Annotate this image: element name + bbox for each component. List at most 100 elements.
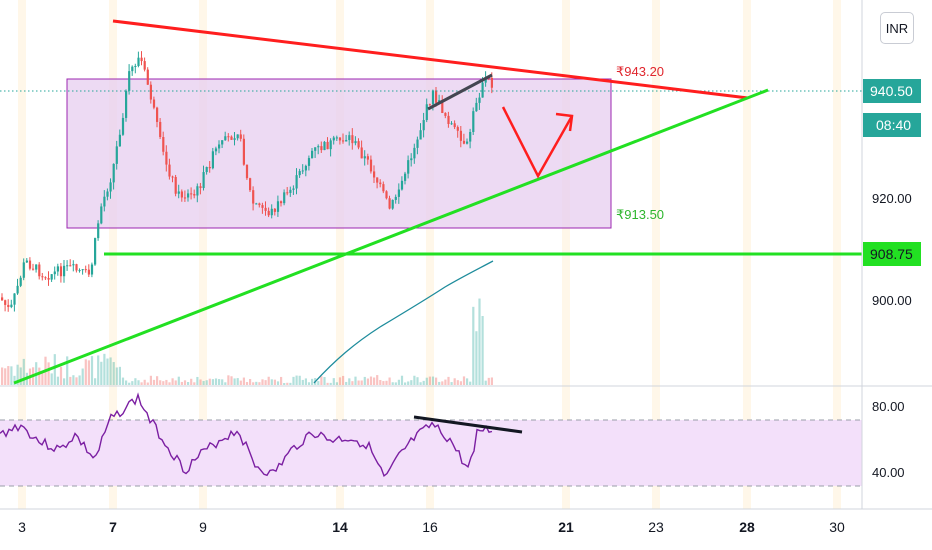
candle-body — [112, 163, 115, 183]
candle-body — [140, 57, 143, 62]
candle-body — [354, 141, 357, 144]
range-top-label: ₹943.20 — [616, 64, 664, 79]
candle-body — [348, 135, 351, 141]
ascending-support-trendline — [13, 88, 769, 385]
candle-body — [419, 130, 422, 140]
candle-body — [462, 140, 466, 144]
volume-bar — [94, 378, 97, 385]
volume-bar — [487, 377, 490, 385]
candle-body — [304, 165, 307, 171]
volume-bar — [103, 353, 106, 385]
volume-bar — [162, 381, 165, 385]
candle-body — [84, 269, 87, 271]
candle-body — [385, 191, 388, 199]
candle-body — [342, 140, 345, 142]
volume-bar — [255, 381, 258, 385]
candle-body — [444, 113, 447, 116]
volume-bar — [115, 367, 118, 385]
volume-bar — [230, 376, 233, 385]
candle-body — [428, 104, 431, 106]
candle-body — [53, 271, 56, 275]
volume-bar — [391, 382, 394, 385]
volume-bar — [338, 377, 342, 385]
candle-body — [183, 197, 187, 199]
candle-body — [280, 201, 283, 204]
candle-body — [66, 265, 69, 267]
volume-bar — [146, 382, 149, 385]
candle-body — [56, 266, 59, 272]
volume-bar — [239, 380, 242, 385]
candlesticks — [1, 51, 493, 312]
candle-body — [391, 199, 394, 209]
candle-body — [407, 160, 410, 174]
volume-bar — [413, 375, 416, 385]
candle-body — [41, 276, 44, 278]
volume-bar — [7, 366, 10, 385]
volume-bar — [137, 380, 140, 385]
date-tick: 9 — [199, 519, 207, 535]
candle-body — [221, 140, 224, 145]
candle-body — [369, 159, 373, 172]
candle-body — [459, 130, 462, 141]
last-price-tag: 940.50 — [870, 83, 913, 99]
price-tick-920: 920.00 — [872, 191, 912, 206]
volume-bar — [376, 375, 379, 385]
volume-bar — [134, 378, 137, 385]
volume-bar — [345, 381, 348, 385]
candle-body — [270, 208, 273, 216]
volume-bar — [332, 378, 335, 385]
candle-body — [16, 285, 19, 294]
volume-bar — [273, 379, 276, 385]
date-tick: 3 — [18, 519, 26, 535]
candle-body — [345, 140, 348, 142]
volume-bar — [475, 331, 478, 385]
projection-arrow — [501, 106, 574, 179]
volume-bar — [416, 377, 419, 385]
volume-bar — [10, 366, 13, 385]
countdown-tag-bg — [863, 113, 921, 137]
candle-body — [187, 193, 190, 198]
volume-bar — [75, 377, 78, 385]
date-tick: 21 — [558, 519, 574, 535]
candle-body — [317, 146, 320, 148]
candle-body — [121, 117, 125, 135]
candle-body — [118, 134, 121, 147]
volume-bar — [205, 380, 208, 385]
candle-body — [307, 158, 311, 166]
volume-bar — [264, 380, 267, 385]
volume-bar — [109, 357, 112, 385]
support-tag: 908.75 — [870, 246, 913, 262]
volume-bar — [317, 381, 320, 385]
candle-body — [103, 196, 106, 207]
candle-body — [97, 223, 100, 239]
volume-bar — [323, 377, 326, 385]
volume-bar — [311, 378, 314, 385]
volume-bar — [329, 382, 332, 385]
support-tag-bg — [863, 242, 921, 266]
candle-body — [239, 134, 242, 139]
volume-bar — [156, 376, 159, 385]
candle-body — [335, 137, 338, 139]
candle-body — [22, 262, 25, 278]
candle-body — [245, 164, 249, 179]
candle-body — [323, 141, 326, 151]
candle-body — [261, 205, 264, 208]
volume-bar — [143, 379, 146, 385]
candle-body — [484, 77, 487, 83]
volume-bar — [410, 380, 413, 385]
volume-bar — [211, 379, 214, 385]
candle-body — [171, 176, 174, 178]
volume-bar — [227, 375, 230, 385]
candle-body — [273, 208, 276, 212]
volume-bar — [469, 381, 472, 385]
currency-button[interactable]: INR — [880, 12, 914, 44]
candle-body — [128, 71, 131, 91]
volume-bar — [140, 382, 143, 385]
candle-body — [149, 84, 152, 100]
volume-bar — [320, 376, 323, 385]
candle-body — [106, 191, 109, 197]
volume-bar — [326, 382, 329, 385]
candle-body — [202, 172, 205, 189]
volume-bar — [56, 376, 59, 385]
